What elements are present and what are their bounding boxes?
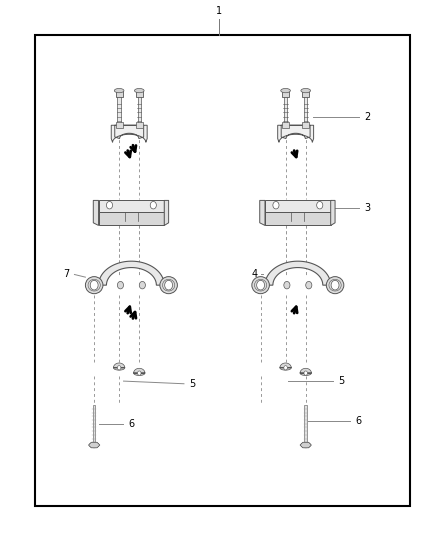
Polygon shape (260, 200, 265, 225)
Polygon shape (278, 125, 314, 142)
Text: 5: 5 (338, 376, 344, 386)
Ellipse shape (85, 277, 103, 294)
Ellipse shape (134, 371, 145, 375)
Text: 6: 6 (128, 419, 134, 429)
Polygon shape (113, 363, 125, 368)
FancyBboxPatch shape (136, 122, 143, 128)
Ellipse shape (301, 442, 311, 448)
FancyBboxPatch shape (116, 122, 123, 128)
Polygon shape (99, 261, 164, 285)
FancyBboxPatch shape (265, 200, 331, 212)
Ellipse shape (252, 277, 269, 294)
Polygon shape (280, 363, 291, 368)
Polygon shape (99, 212, 164, 225)
Polygon shape (331, 200, 335, 225)
FancyBboxPatch shape (117, 96, 121, 128)
Text: 4: 4 (251, 270, 258, 279)
FancyBboxPatch shape (282, 91, 289, 97)
FancyBboxPatch shape (93, 405, 95, 445)
Circle shape (306, 281, 312, 289)
Circle shape (92, 442, 96, 448)
Ellipse shape (114, 88, 124, 93)
Circle shape (117, 366, 121, 370)
Circle shape (165, 280, 173, 290)
Circle shape (304, 442, 308, 448)
Text: 5: 5 (189, 379, 195, 389)
Polygon shape (111, 125, 147, 142)
Text: 2: 2 (364, 112, 371, 122)
Circle shape (284, 281, 290, 289)
Ellipse shape (134, 88, 144, 93)
FancyBboxPatch shape (304, 96, 307, 128)
FancyBboxPatch shape (138, 96, 141, 128)
Polygon shape (93, 200, 99, 225)
Circle shape (304, 371, 307, 375)
Circle shape (257, 280, 265, 290)
FancyBboxPatch shape (116, 91, 123, 97)
Polygon shape (88, 442, 100, 448)
Ellipse shape (280, 366, 291, 370)
Ellipse shape (300, 371, 311, 375)
Circle shape (317, 201, 323, 209)
Text: 3: 3 (364, 203, 371, 213)
Circle shape (273, 201, 279, 209)
Circle shape (139, 281, 145, 289)
FancyBboxPatch shape (99, 200, 164, 212)
FancyBboxPatch shape (304, 405, 307, 445)
Polygon shape (300, 442, 311, 448)
FancyBboxPatch shape (302, 122, 309, 128)
Ellipse shape (113, 366, 125, 370)
Circle shape (331, 280, 339, 290)
Text: 7: 7 (63, 270, 69, 279)
Circle shape (90, 280, 98, 290)
Circle shape (117, 281, 124, 289)
Polygon shape (134, 368, 145, 373)
Text: 6: 6 (356, 416, 362, 426)
FancyBboxPatch shape (282, 122, 289, 128)
FancyBboxPatch shape (136, 91, 143, 97)
FancyBboxPatch shape (302, 91, 309, 97)
Ellipse shape (326, 277, 344, 294)
Circle shape (106, 201, 113, 209)
Text: 1: 1 (216, 6, 222, 16)
Ellipse shape (281, 88, 290, 93)
Ellipse shape (301, 88, 311, 93)
Polygon shape (300, 368, 311, 373)
Circle shape (138, 371, 141, 375)
Polygon shape (265, 261, 331, 285)
Ellipse shape (89, 442, 99, 448)
Ellipse shape (160, 277, 177, 294)
Circle shape (284, 366, 287, 370)
Polygon shape (164, 200, 169, 225)
Circle shape (150, 201, 156, 209)
FancyBboxPatch shape (284, 96, 287, 128)
Polygon shape (265, 212, 331, 225)
